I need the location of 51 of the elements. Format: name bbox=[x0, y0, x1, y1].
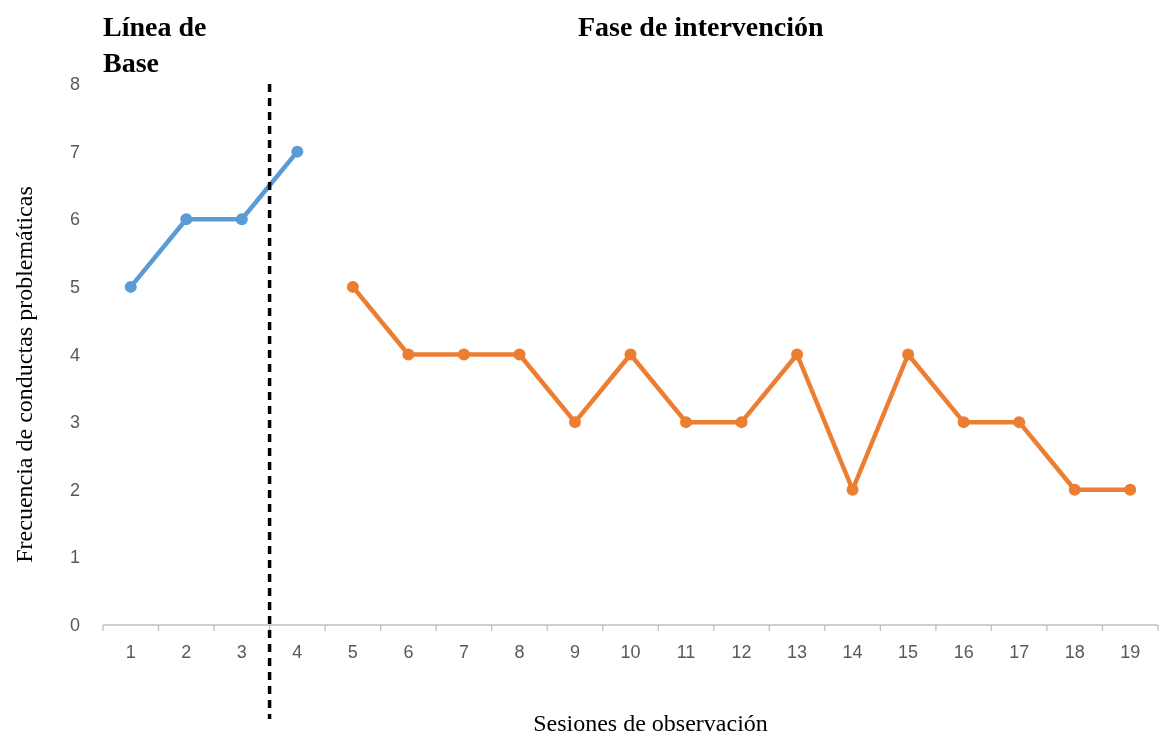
point bbox=[1013, 416, 1026, 429]
x-tick-label: 12 bbox=[731, 642, 752, 662]
point bbox=[735, 416, 748, 429]
point bbox=[791, 348, 804, 361]
point bbox=[624, 348, 637, 361]
point bbox=[180, 213, 193, 226]
point bbox=[402, 348, 415, 361]
x-tick-label: 16 bbox=[953, 642, 974, 662]
y-tick-label: 4 bbox=[69, 344, 80, 365]
x-tick-label: 1 bbox=[125, 642, 136, 662]
y-tick-label: 8 bbox=[69, 74, 80, 94]
x-tick-label: 7 bbox=[458, 642, 469, 662]
x-tick-label: 13 bbox=[787, 642, 808, 662]
x-tick-label: 17 bbox=[1009, 642, 1030, 662]
x-tick-label: 18 bbox=[1064, 642, 1085, 662]
point bbox=[1124, 483, 1137, 496]
x-tick-label: 19 bbox=[1120, 642, 1141, 662]
x-tick-label: 10 bbox=[620, 642, 641, 662]
y-tick-label: 7 bbox=[69, 141, 80, 162]
x-tick-label: 4 bbox=[292, 642, 303, 662]
x-tick-label: 11 bbox=[676, 642, 696, 662]
point bbox=[346, 280, 359, 293]
point bbox=[513, 348, 526, 361]
y-axis-title: Frecuencia de conductas problemáticas bbox=[11, 186, 37, 563]
x-tick-label: 14 bbox=[842, 642, 863, 662]
point bbox=[291, 145, 304, 158]
text: Fase de intervención bbox=[577, 11, 825, 42]
y-tick-label: 3 bbox=[69, 412, 80, 433]
x-tick-label: 9 bbox=[569, 642, 580, 662]
point bbox=[846, 483, 859, 496]
point bbox=[680, 416, 693, 429]
x-tick-label: 5 bbox=[347, 642, 358, 662]
x-axis-title: Sesiones de observación bbox=[533, 710, 768, 736]
point bbox=[568, 416, 581, 429]
text: Línea de Base bbox=[103, 11, 207, 78]
point bbox=[235, 213, 248, 226]
x-tick-label: 2 bbox=[181, 642, 192, 662]
y-tick-label: 1 bbox=[69, 547, 80, 568]
x-tick-label: 6 bbox=[403, 642, 414, 662]
point bbox=[124, 280, 137, 293]
y-tick-label: 5 bbox=[69, 276, 80, 297]
x-tick-label: 3 bbox=[236, 642, 247, 662]
y-tick-label: 0 bbox=[69, 615, 80, 635]
point bbox=[957, 416, 970, 429]
y-tick-label: 2 bbox=[69, 479, 80, 500]
point bbox=[1068, 483, 1081, 496]
point bbox=[457, 348, 470, 361]
point bbox=[902, 348, 915, 361]
y-tick-label: 6 bbox=[69, 209, 80, 230]
x-tick-label: 8 bbox=[514, 642, 525, 662]
x-tick-label: 15 bbox=[898, 642, 919, 662]
